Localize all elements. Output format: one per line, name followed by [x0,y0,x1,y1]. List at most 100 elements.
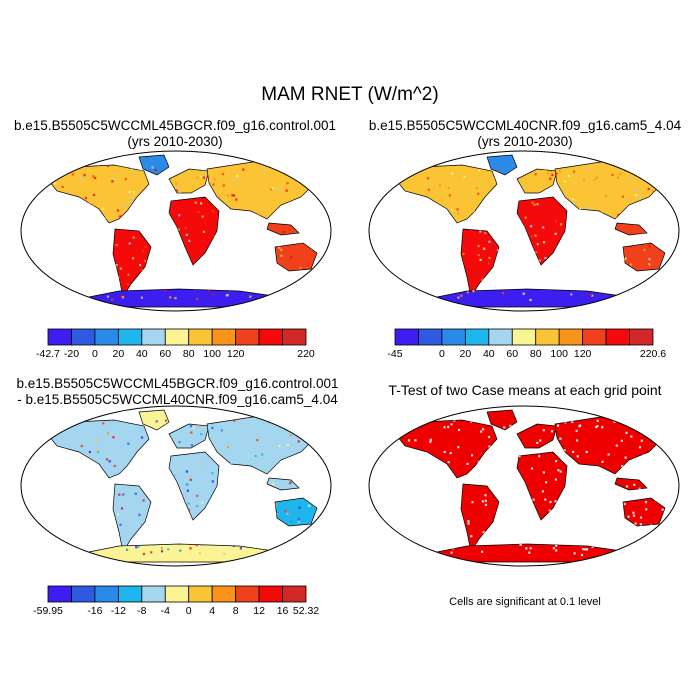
colorbar-bin [211,585,237,603]
continent-north-america [396,164,498,224]
colorbar-bin [235,328,260,346]
continent-australia [622,242,666,272]
panel-title-line: b.e15.B5505C5WCCML45BGCR.f09_g16.control… [16,376,339,391]
colorbar-bin [141,585,166,603]
colorbar-label: 220 [297,348,315,360]
colorbar-label: 16 [277,605,289,617]
colorbar-label: 220.6 [640,348,666,360]
colorbar-label: 8 [233,605,239,617]
map-border [368,150,680,312]
continent-antarctica [78,288,288,308]
colorbar-label: 60 [159,348,171,360]
map-control [20,150,332,312]
colorbar-label: -16 [87,605,102,617]
map-border [20,405,332,567]
colorbar-label: 0 [439,348,445,360]
colorbar-label: 12 [253,605,265,617]
map-border [368,405,680,567]
colorbar-bin [188,328,213,346]
colorbar-label: -20 [64,348,79,360]
continent-south-america [460,228,500,298]
colorbar-label: -45 [387,348,402,360]
colorbar-label: -42.7 [36,348,60,360]
colorbar-label: 40 [483,348,495,360]
colorbar-label: 80 [183,348,195,360]
continent-south-america [112,483,152,553]
panel-title-line: b.e15.B5505C5WCCML40CNR.f09_g16.cam5_4.0… [368,118,682,133]
panel-title-years: (yrs 2010-2030) [477,134,573,149]
continent-indonesia [266,477,300,491]
continent-australia [274,497,318,527]
panel-title-line: - b.e15.B5505C5WCCML40CNR.f09_g16.cam5_4… [17,392,338,407]
colorbar-bin [605,328,630,346]
continent-indonesia [266,222,300,236]
colorbar-bin [47,328,72,346]
continent-south-america [460,483,500,553]
colorbar-label: -8 [137,605,146,617]
continent-indonesia [614,222,648,236]
colorbar-bin [211,328,237,346]
colorbar-label: -12 [111,605,126,617]
map-ttest [368,405,680,567]
continent-south-america [112,228,152,298]
continent-africa [516,196,568,266]
continent-north-america [48,419,150,479]
continent-north-america [396,419,498,479]
colorbar-bin [282,328,307,346]
colorbar-bin [488,328,513,346]
continent-north-america [48,164,150,224]
colorbar-bin [71,585,96,603]
colorbar-bin [258,328,283,346]
figure-title: MAM RNET (W/m^2) [261,84,439,105]
continent-europe [168,168,210,194]
colorbar-bin [235,585,260,603]
colorbar-bin [71,328,96,346]
panel-title-control: b.e15.B5505C5WCCML45BGCR.f09_g16.control… [0,118,350,150]
colorbar-bin [464,328,490,346]
map-content [48,409,318,563]
colorbar-label: 100 [550,348,568,360]
panel-title-ttest: T-Test of two Case means at each grid po… [388,382,662,398]
continent-asia [554,160,664,220]
map-border [20,150,332,312]
continent-australia [622,497,666,527]
colorbar-difference: -59.95 -16 -12 -8 -4 0 4 8 12 16 52.32 [33,585,319,617]
map-cam5 [368,150,680,312]
colorbar-label: 4 [209,605,215,617]
colorbar-control: -42.7 -20 0 20 40 60 80 100 120 220 [36,328,315,360]
continent-africa [168,451,220,521]
continent-europe [168,423,210,449]
colorbar-cam5: -45 0 20 40 60 80 100 120 220.6 [387,328,666,360]
continent-europe [516,168,558,194]
colorbar-bin [418,328,443,346]
colorbar-label: 0 [186,605,192,617]
colorbar-bin [164,328,190,346]
colorbar-bin [94,585,119,603]
continent-europe [516,423,558,449]
colorbar-label: 20 [113,348,125,360]
map-difference [20,405,332,567]
continent-asia [554,415,664,475]
continent-greenland [138,154,170,176]
colorbar-label: 120 [227,348,245,360]
colorbar-label: 40 [136,348,148,360]
significance-note: Cells are significant at 0.1 level [449,596,601,608]
colorbar-bin [535,328,560,346]
continent-antarctica [426,543,636,563]
colorbar-bin [441,328,466,346]
colorbar-bin [117,328,143,346]
map-content [396,409,666,563]
continent-antarctica [78,543,288,563]
colorbar-label: -4 [161,605,170,617]
continent-africa [168,196,220,266]
map-content [48,154,318,308]
continent-asia [206,415,316,475]
colorbar-label: 52.32 [293,605,319,617]
colorbar-bin [558,328,584,346]
colorbar-bin [258,585,283,603]
colorbar-label: 120 [574,348,592,360]
colorbar-label: 0 [92,348,98,360]
panel-title-line: b.e15.B5505C5WCCML45BGCR.f09_g16.control… [14,118,336,133]
colorbar-label: 100 [203,348,221,360]
colorbar-bin [188,585,213,603]
